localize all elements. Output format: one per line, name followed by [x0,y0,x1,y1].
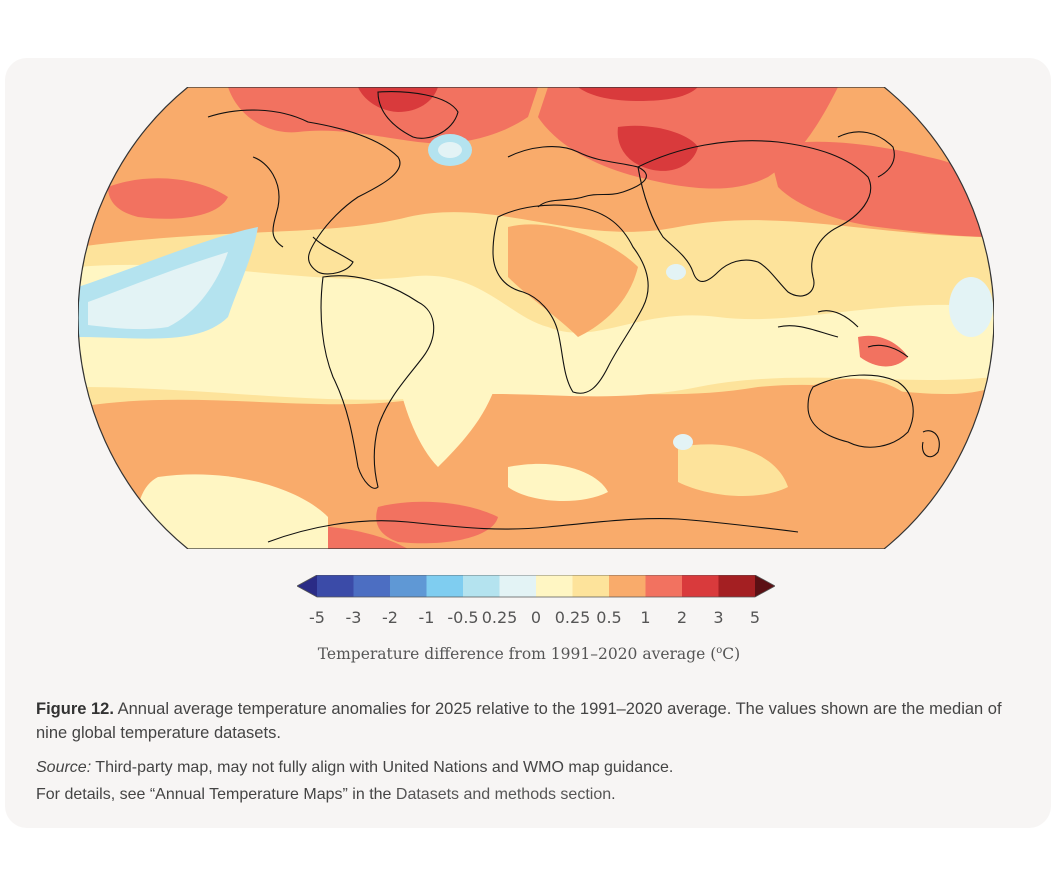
details-suffix: . [611,786,616,803]
colorbar-segment [609,575,646,597]
source-note: Source: Third-party map, may not fully a… [36,757,1026,779]
map-svg [78,87,994,549]
colorbar-segment [645,575,683,597]
colorbar-tick-label: 1 [640,608,651,627]
colorbar-title-text: Temperature difference from 1991–2020 av… [317,645,717,664]
colorbar-tick-label: -5 [309,608,325,627]
colorbar-tick-label: -1 [418,608,435,627]
details-prefix: For details, see “Annual Temperature Map… [36,786,396,803]
colorbar-tick-label: 0.5 [596,608,622,627]
colorbar-tick-label: 2 [676,608,688,627]
colorbar-tick-label: -0.5 [447,608,479,627]
caption-label: Figure 12. [36,700,114,718]
colorbar-title-unit: C) [722,645,741,664]
colorbar-tick-label: 0.25 [481,608,518,627]
caption-text: Annual average temperature anomalies for… [36,700,1002,742]
colorbar-segment [426,575,464,597]
source-text: Third-party map, may not fully align wit… [91,759,674,776]
colorbar-tick-label: 3 [713,608,724,627]
colorbar-tick-label: 5 [749,608,761,627]
colorbar-segment [463,575,500,597]
colorbar-tick-label: 0 [530,608,542,627]
colorbar-segment [353,575,391,597]
colorbar-title-sup: o [716,645,723,656]
colorbar-tick-label: 0.25 [554,608,591,627]
coastlines [207,91,940,543]
colorbar-segment [390,575,427,597]
temperature-anomaly-map [78,87,994,549]
colorbar-high-arrow [755,575,775,597]
figure-caption: Figure 12. Annual average temperature an… [36,697,1026,745]
colorbar-segment [499,575,537,597]
map-frame [78,87,994,549]
colorbar-title: Temperature difference from 1991–2020 av… [0,645,1058,663]
colorbar-segment [572,575,610,597]
colorbar-tick-label: -2 [382,608,398,627]
colorbar-low-arrow [297,575,317,597]
colorbar-segment [718,575,756,597]
datasets-methods-link[interactable]: Datasets and methods section [395,786,612,803]
colorbar-tick-label: -3 [345,608,362,627]
colorbar-segment [317,575,354,597]
colorbar [297,575,775,598]
source-label: Source: [36,759,92,776]
colorbar-segment [682,575,719,597]
details-note: For details, see “Annual Temperature Map… [36,784,1026,806]
colorbar-segment [536,575,573,597]
